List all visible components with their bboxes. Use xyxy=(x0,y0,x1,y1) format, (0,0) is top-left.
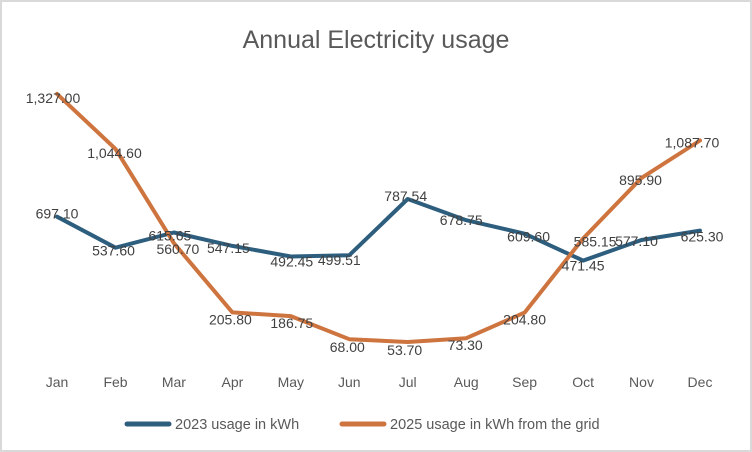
series-line-2023 xyxy=(55,197,702,263)
data-label: 1,087.70 xyxy=(665,135,720,151)
x-axis-label-dec: Dec xyxy=(688,374,713,390)
x-axis-label-aug: Aug xyxy=(454,374,479,390)
data-label: 186.75 xyxy=(270,315,313,331)
legend: 2023 usage in kWh 2025 usage in kWh from … xyxy=(124,417,600,433)
data-label: 1,327.00 xyxy=(26,90,81,106)
data-label: 577.10 xyxy=(615,233,658,249)
x-axis-label-jul: Jul xyxy=(399,374,417,390)
x-axis-label-apr: Apr xyxy=(222,374,244,390)
x-axis-label-oct: Oct xyxy=(572,374,594,390)
data-label: 697.10 xyxy=(36,206,79,222)
data-label: 895.90 xyxy=(619,172,662,188)
data-label: 560.70 xyxy=(156,241,199,257)
data-label: 787.54 xyxy=(384,188,427,204)
data-label: 678.75 xyxy=(440,212,483,228)
x-axis-label-jun: Jun xyxy=(338,374,361,390)
data-label: 492.45 xyxy=(270,254,313,270)
x-axis-labels: Jan Feb Mar Apr May Jun Jul Aug Sep Oct Nov Dec xyxy=(46,374,713,390)
data-label: 615.65 xyxy=(148,228,191,244)
data-label: 1,044.60 xyxy=(87,145,142,161)
data-label: 68.00 xyxy=(330,339,365,355)
data-label: 585.15 xyxy=(574,234,617,250)
chart-title: Annual Electricity usage xyxy=(243,26,510,54)
data-label: 537.60 xyxy=(92,243,135,259)
data-label: 204.80 xyxy=(503,312,546,328)
x-axis-label-may: May xyxy=(278,374,304,390)
x-axis-label-jan: Jan xyxy=(46,374,69,390)
x-axis-label-nov: Nov xyxy=(629,374,654,390)
legend-label: 2023 usage in kWh xyxy=(175,417,299,433)
data-label: 609.60 xyxy=(507,229,550,245)
x-axis-label-feb: Feb xyxy=(103,374,127,390)
data-label: 53.70 xyxy=(387,342,422,358)
legend-label: 2025 usage in kWh from the grid xyxy=(390,417,600,433)
series-lines xyxy=(55,91,702,344)
series-line-2025 xyxy=(55,91,702,344)
data-label: 499.51 xyxy=(318,252,361,268)
data-label: 205.80 xyxy=(209,311,252,327)
data-labels: 697.10 537.60 615.65 547.15 492.45 499.51 787.… xyxy=(26,90,724,358)
data-label: 471.45 xyxy=(562,258,605,274)
data-label: 73.30 xyxy=(448,337,483,353)
x-axis-label-sep: Sep xyxy=(512,374,537,390)
data-label: 625.30 xyxy=(681,229,724,245)
x-axis-label-mar: Mar xyxy=(162,374,186,390)
data-label: 547.15 xyxy=(207,240,250,256)
